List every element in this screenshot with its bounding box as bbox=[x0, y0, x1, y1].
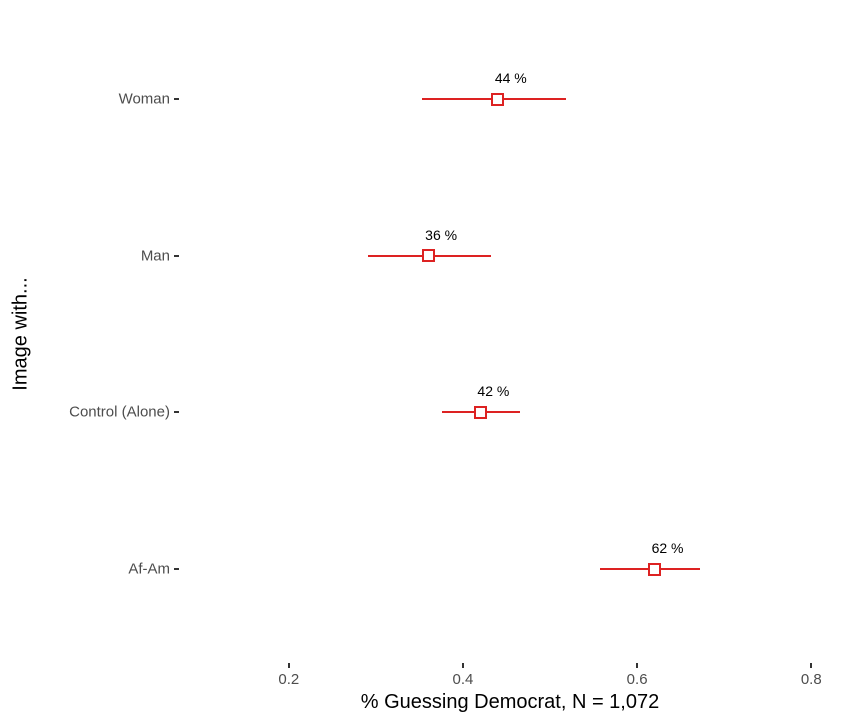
x-axis-title: % Guessing Democrat, N = 1,072 bbox=[360, 691, 660, 713]
value-label: 62 % bbox=[651, 540, 684, 556]
x-tick-mark bbox=[461, 663, 464, 668]
value-label: 42 % bbox=[477, 383, 510, 400]
x-tick-label: 0.4 bbox=[452, 671, 474, 688]
value-label: 36 % bbox=[425, 226, 458, 243]
x-tick-mark bbox=[636, 663, 639, 668]
y-tick-mark bbox=[174, 254, 179, 257]
x-tick-mark bbox=[287, 663, 290, 668]
y-tick-mark bbox=[174, 568, 179, 570]
x-tick-label: 0.2 bbox=[278, 671, 300, 688]
point-marker bbox=[421, 249, 435, 263]
point-marker bbox=[473, 405, 487, 419]
y-tick-label: Control (Alone) bbox=[69, 403, 170, 421]
x-tick-mark bbox=[810, 663, 813, 668]
y-tick-mark bbox=[174, 98, 179, 100]
y-tick-label: Af-Am bbox=[128, 560, 170, 578]
value-label: 44 % bbox=[494, 70, 527, 86]
y-tick-label: Man bbox=[140, 247, 170, 265]
point-marker bbox=[491, 92, 505, 106]
point-marker bbox=[648, 562, 662, 576]
x-tick-label: 0.6 bbox=[626, 671, 648, 688]
y-tick-label: Woman bbox=[118, 90, 170, 108]
x-tick-label: 0.8 bbox=[800, 671, 822, 688]
y-tick-mark bbox=[174, 411, 179, 414]
